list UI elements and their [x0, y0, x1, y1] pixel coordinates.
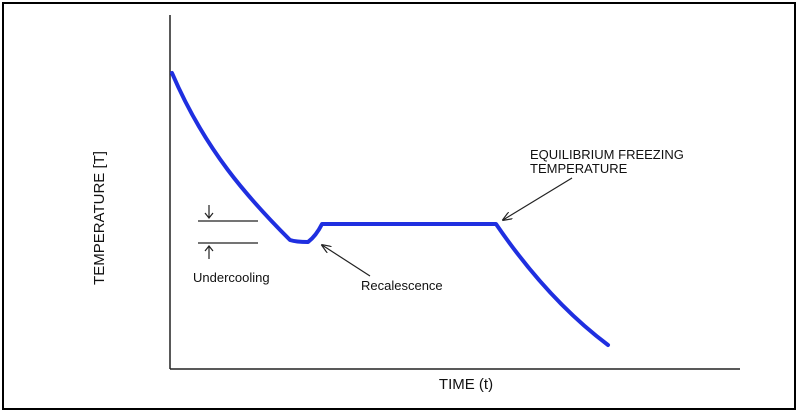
y-axis-label: TEMPERATURE [T] — [91, 151, 108, 285]
equilibrium-label-line2: TEMPERATURE — [530, 161, 628, 176]
undercooling-label: Undercooling — [193, 270, 270, 285]
equilibrium-arrow-icon — [503, 177, 573, 220]
up-arrowhead-icon — [204, 245, 214, 252]
recalescence-label: Recalescence — [361, 278, 443, 293]
undercooling-marker — [198, 205, 258, 259]
cooling-curve — [170, 71, 610, 347]
x-axis-label: TIME (t) — [439, 376, 493, 393]
recalescence-arrow-icon — [322, 245, 371, 277]
equilibrium-label-line1: EQUILIBRIUM FREEZING — [530, 147, 684, 162]
down-arrowhead-icon — [204, 212, 214, 219]
